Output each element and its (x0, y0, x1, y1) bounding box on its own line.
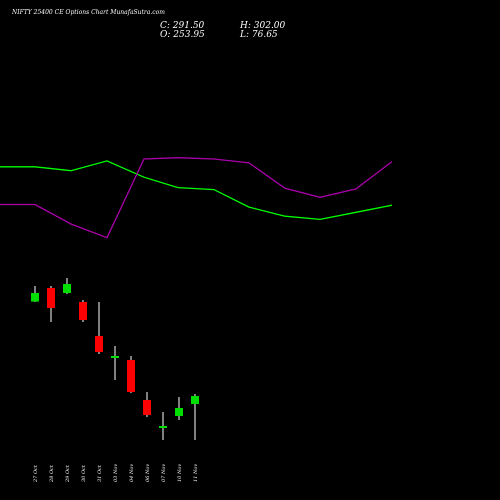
candle-body (191, 396, 199, 404)
open-value: 253.95 (173, 30, 205, 40)
x-tick-label: 11 Nov (193, 464, 199, 482)
candle-body (47, 288, 55, 308)
candle-body (159, 426, 167, 428)
open-label: O: (160, 30, 171, 40)
candle-body (63, 284, 71, 293)
x-tick-label: 03 Nov (113, 464, 119, 482)
low-value: 76.65 (251, 30, 278, 40)
candle-body (127, 360, 135, 392)
close-value: 291.50 (172, 21, 205, 31)
x-tick-label: 07 Nov (161, 464, 167, 482)
x-tick-label: 04 Nov (129, 464, 135, 482)
low-label: L: (240, 30, 250, 40)
high-value: 302.00 (253, 21, 286, 31)
x-tick-label: 31 Oct (97, 464, 103, 482)
chart-title: NIFTY 25400 CE Options Chart MunafaSutra… (12, 9, 165, 16)
close-readout: C: 291.50 (160, 21, 204, 31)
indicator-line-2 (0, 157, 393, 239)
candle-body (95, 336, 103, 352)
candle-body (111, 356, 119, 358)
candle-body (79, 302, 87, 320)
high-label: H: (240, 21, 251, 31)
open-readout: O: 253.95 (160, 30, 205, 40)
x-tick-label: 28 Oct (49, 464, 55, 483)
candle-body (31, 293, 39, 302)
indicator-line-1 (0, 160, 393, 221)
close-label: C: (160, 21, 170, 31)
x-tick-label: 10 Nov (177, 464, 183, 482)
x-tick-label: 29 Oct (65, 464, 71, 483)
x-tick-label: 30 Oct (81, 464, 87, 482)
x-tick-label: 06 Nov (145, 464, 151, 482)
x-tick-label: 27 Oct (33, 464, 39, 483)
high-readout: H: 302.00 (240, 21, 285, 31)
low-readout: L: 76.65 (240, 30, 278, 40)
candle-body (143, 400, 151, 415)
candle-body (175, 408, 183, 416)
